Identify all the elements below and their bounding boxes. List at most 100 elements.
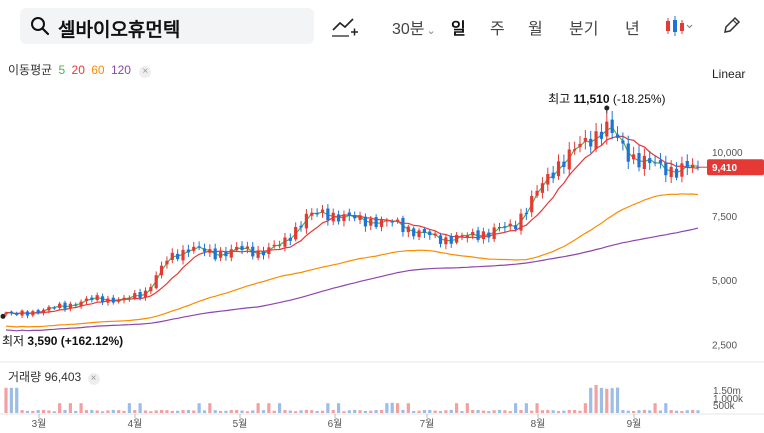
ma-line-60: [5, 193, 699, 328]
volume-bar: [100, 411, 105, 413]
high-marker-dot: [604, 105, 610, 111]
candle-body: [497, 227, 502, 229]
stock-search-box[interactable]: 셀바이오휴먼텍: [20, 8, 314, 44]
volume-bar: [202, 410, 207, 413]
candle-body: [412, 228, 416, 237]
candle-body: [208, 249, 212, 253]
pencil-icon[interactable]: [722, 15, 742, 35]
volume-bar: [691, 409, 695, 413]
candle-body: [202, 248, 207, 252]
candle-body: [256, 250, 260, 258]
volume-bar: [106, 410, 110, 413]
volume-bar: [438, 411, 443, 413]
candle-body: [363, 216, 368, 227]
candle-body: [288, 237, 292, 241]
candlesticks[interactable]: [4, 110, 700, 319]
volume-bar: [347, 410, 351, 413]
high-price-label: 최고 11,510 (-18.25%): [548, 92, 665, 106]
candle-body: [106, 298, 110, 303]
candle-body: [487, 232, 491, 238]
ma-5-label: 5: [58, 63, 66, 77]
candle-body: [310, 212, 314, 216]
close-icon[interactable]: ×: [139, 66, 152, 78]
candle-body: [369, 219, 373, 226]
volume-bar: [605, 388, 609, 413]
volume-bar: [390, 402, 394, 413]
volume-bar: [535, 403, 539, 413]
candle-body: [465, 235, 469, 238]
volume-bar: [336, 403, 341, 413]
volume-bar: [524, 403, 528, 413]
volume-bar: [95, 410, 99, 413]
candle-body: [117, 299, 121, 302]
volume-bar: [487, 411, 491, 413]
candle-body: [74, 304, 78, 306]
candle-body: [9, 311, 13, 314]
volume-bar: [326, 403, 330, 413]
volume-bar: [567, 409, 571, 413]
candle-body: [476, 230, 480, 240]
close-icon[interactable]: ×: [87, 373, 100, 385]
tab-year[interactable]: 년: [625, 21, 640, 38]
volume-bar: [186, 409, 190, 413]
candle-body: [401, 217, 405, 232]
candle-body: [197, 246, 201, 248]
volume-bar: [455, 403, 459, 413]
volume-bar: [208, 403, 212, 413]
volume-legend[interactable]: 거래량 96,403 ×: [8, 368, 100, 385]
candle-body: [444, 237, 448, 245]
volume-bar: [79, 403, 83, 413]
indicator-add-icon[interactable]: [331, 14, 359, 38]
candle-body: [25, 311, 30, 316]
volume-bar: [36, 410, 40, 413]
interval-selector[interactable]: 30분 ⌄: [392, 15, 436, 39]
candle-body: [326, 208, 330, 221]
high-label-prefix: 최고: [548, 92, 573, 106]
candle-body: [181, 249, 185, 261]
candle-body: [342, 214, 346, 222]
price-tick-label: 7,500: [712, 212, 737, 223]
ma-line-5: [5, 126, 699, 315]
candle-body: [90, 297, 94, 300]
candlestick-icon[interactable]: [664, 14, 694, 38]
volume-bar: [154, 410, 158, 413]
candle-body: [138, 292, 142, 299]
volume-bar: [143, 410, 148, 413]
candle-body: [535, 190, 539, 196]
volume-bar: [578, 410, 582, 413]
candle-body: [589, 138, 593, 147]
candle-body: [573, 149, 577, 151]
candle-body: [379, 219, 384, 227]
volume-bar: [256, 403, 260, 413]
candle-body: [315, 212, 319, 215]
volume-bar: [492, 410, 496, 413]
candle-body: [385, 220, 389, 222]
candle-body: [481, 231, 486, 240]
candle-body: [159, 265, 164, 276]
moving-average-legend[interactable]: 이동평균 5 20 60 120 ×: [8, 61, 154, 78]
tab-day[interactable]: 일: [451, 21, 466, 38]
tab-quarter[interactable]: 분기: [569, 21, 599, 38]
scale-type-selector[interactable]: Linear: [712, 67, 746, 81]
tab-month[interactable]: 월: [528, 21, 543, 38]
volume-bar: [176, 410, 180, 413]
volume-bar: [272, 410, 276, 413]
candle-body: [52, 307, 56, 309]
candle-body: [669, 166, 673, 178]
candle-body: [186, 249, 190, 253]
volume-bar: [583, 403, 587, 413]
volume-bar: [406, 403, 410, 413]
stock-name[interactable]: 셀바이오휴먼텍: [58, 20, 181, 41]
candle-body: [336, 214, 341, 222]
volume-bar: [197, 403, 201, 413]
volume-tick-label: 1.50m: [713, 386, 741, 397]
volume-bar: [240, 410, 244, 413]
tab-week[interactable]: 주: [490, 21, 505, 38]
candle-body: [277, 245, 282, 247]
time-axis[interactable]: 3월 4월 5월 6월 7월 8월 9월: [32, 414, 642, 430]
candle-body: [648, 158, 652, 164]
price-axis[interactable]: 2,500 5,000 7,500 10,000 9,410 1.50m1,000k500…: [698, 148, 764, 412]
volume-bar: [165, 410, 169, 413]
candle-body: [358, 215, 362, 220]
